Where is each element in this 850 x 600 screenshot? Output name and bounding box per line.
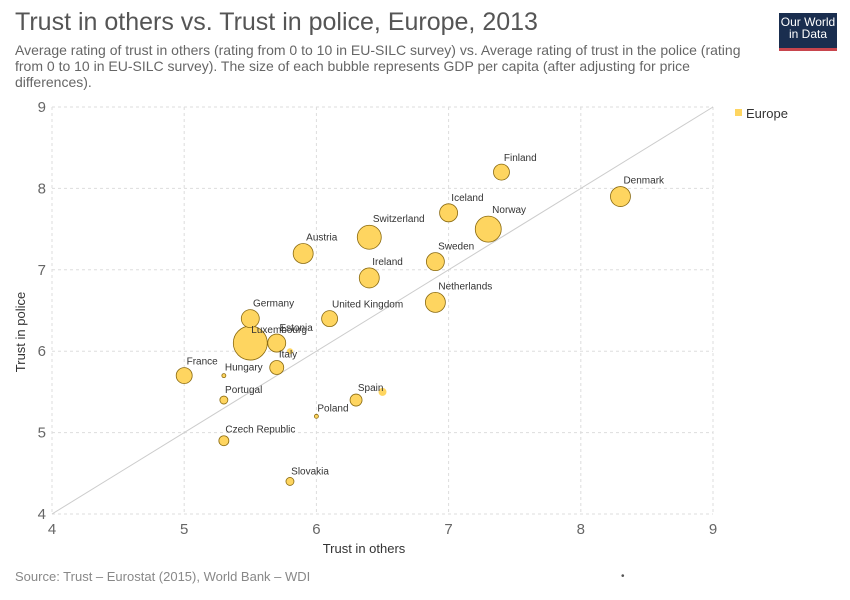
- y-tick-label-5: 5: [38, 425, 46, 442]
- bubbles: [175, 163, 631, 486]
- bubble-slovakia[interactable]: [285, 477, 295, 486]
- bubble-unlabeled[interactable]: [286, 348, 293, 355]
- bubble-finland[interactable]: [493, 163, 510, 181]
- x-tick-label-5: 5: [180, 521, 188, 538]
- diagonal-line: [51, 106, 714, 515]
- bubble-label-norway: Norway: [492, 205, 526, 216]
- grid: [51, 106, 714, 515]
- legend[interactable]: Europe: [735, 106, 788, 121]
- bubble-label-estonia: Estonia: [279, 323, 313, 334]
- bubble-label-finland: Finland: [504, 153, 537, 164]
- bubble-estonia[interactable]: [267, 333, 287, 353]
- bubble-label-germany: Germany: [253, 299, 294, 310]
- bubble-norway[interactable]: [474, 215, 502, 243]
- legend-label-europe: Europe: [746, 106, 788, 121]
- x-tick-label-8: 8: [577, 521, 585, 538]
- chart-subtitle: Average rating of trust in others (ratin…: [15, 42, 741, 90]
- bubble-sweden[interactable]: [425, 252, 445, 272]
- bubble-hungary[interactable]: [221, 373, 227, 379]
- bubble-label-czech-republic: Czech Republic: [225, 425, 295, 436]
- bubble-labels: Finland Denmark Iceland Norway Switzerland Au…: [187, 153, 665, 477]
- bubble-label-italy: Italy: [279, 349, 297, 360]
- bubble-france[interactable]: [175, 367, 193, 385]
- logo-line-1: Our World: [780, 15, 836, 29]
- footer-dot: •: [621, 571, 625, 582]
- bubble-italy[interactable]: [269, 360, 285, 375]
- bubble-ireland[interactable]: [358, 267, 380, 289]
- bubble-united-kingdom[interactable]: [321, 310, 339, 328]
- y-tick-label-8: 8: [38, 180, 46, 197]
- x-tick-label-9: 9: [709, 521, 717, 538]
- logo-line-2: in Data: [788, 27, 828, 41]
- bubble-iceland[interactable]: [439, 203, 459, 223]
- y-tick-label-6: 6: [38, 343, 46, 360]
- bubble-label-denmark: Denmark: [623, 176, 665, 187]
- reference-line: [51, 106, 714, 515]
- bubble-switzerland[interactable]: [356, 224, 382, 250]
- bubble-label-ireland: Ireland: [372, 257, 403, 268]
- bubble-label-portugal: Portugal: [225, 385, 262, 396]
- bubble-label-spain: Spain: [358, 383, 384, 394]
- bubble-austria[interactable]: [292, 243, 314, 264]
- bubble-netherlands[interactable]: [424, 291, 446, 313]
- bubble-label-austria: Austria: [306, 233, 338, 244]
- y-axis-title: Trust in police: [13, 292, 28, 372]
- bubble-poland[interactable]: [313, 413, 319, 419]
- x-axis-title: Trust in others: [323, 541, 406, 556]
- owid-logo[interactable]: Our World in Data: [779, 13, 837, 51]
- x-axis-ticks: 4 5 6 7 8 9: [48, 521, 717, 538]
- bubble-czech-republic[interactable]: [218, 435, 230, 447]
- bubble-label-hungary: Hungary: [225, 363, 263, 374]
- bubble-label-iceland: Iceland: [451, 193, 483, 204]
- bubble-label-luxembourg: Luxembourg: [251, 325, 307, 336]
- y-axis-ticks: 4 5 6 7 8 9: [38, 99, 46, 523]
- chart-title: Trust in others vs. Trust in police, Eur…: [15, 8, 538, 36]
- x-tick-label-4: 4: [48, 521, 56, 538]
- y-tick-label-7: 7: [38, 262, 46, 279]
- scatter-chart: 4 5 6 7 8 9 4 5 6 7 8 9 Finland Denmark Iceland Norwa…: [13, 99, 788, 556]
- bubble-spain[interactable]: [349, 393, 363, 407]
- bubble-label-sweden: Sweden: [438, 242, 474, 253]
- x-tick-label-6: 6: [312, 521, 320, 538]
- bubble-label-switzerland: Switzerland: [373, 214, 425, 225]
- bubble-unlabeled[interactable]: [378, 387, 387, 396]
- source-note: Source: Trust – Eurostat (2015), World B…: [15, 569, 311, 584]
- bubble-label-slovakia: Slovakia: [291, 466, 329, 477]
- bubble-denmark[interactable]: [610, 186, 631, 207]
- bubble-label-united-kingdom: United Kingdom: [332, 300, 403, 311]
- y-tick-label-9: 9: [38, 99, 46, 116]
- bubble-label-france: France: [187, 357, 219, 368]
- bubble-label-poland: Poland: [317, 403, 348, 414]
- bubble-germany[interactable]: [240, 309, 260, 329]
- legend-swatch-europe: [735, 109, 742, 116]
- x-tick-label-7: 7: [444, 521, 452, 538]
- bubble-label-netherlands: Netherlands: [438, 281, 492, 292]
- y-tick-label-4: 4: [38, 506, 46, 523]
- bubble-portugal[interactable]: [219, 395, 229, 405]
